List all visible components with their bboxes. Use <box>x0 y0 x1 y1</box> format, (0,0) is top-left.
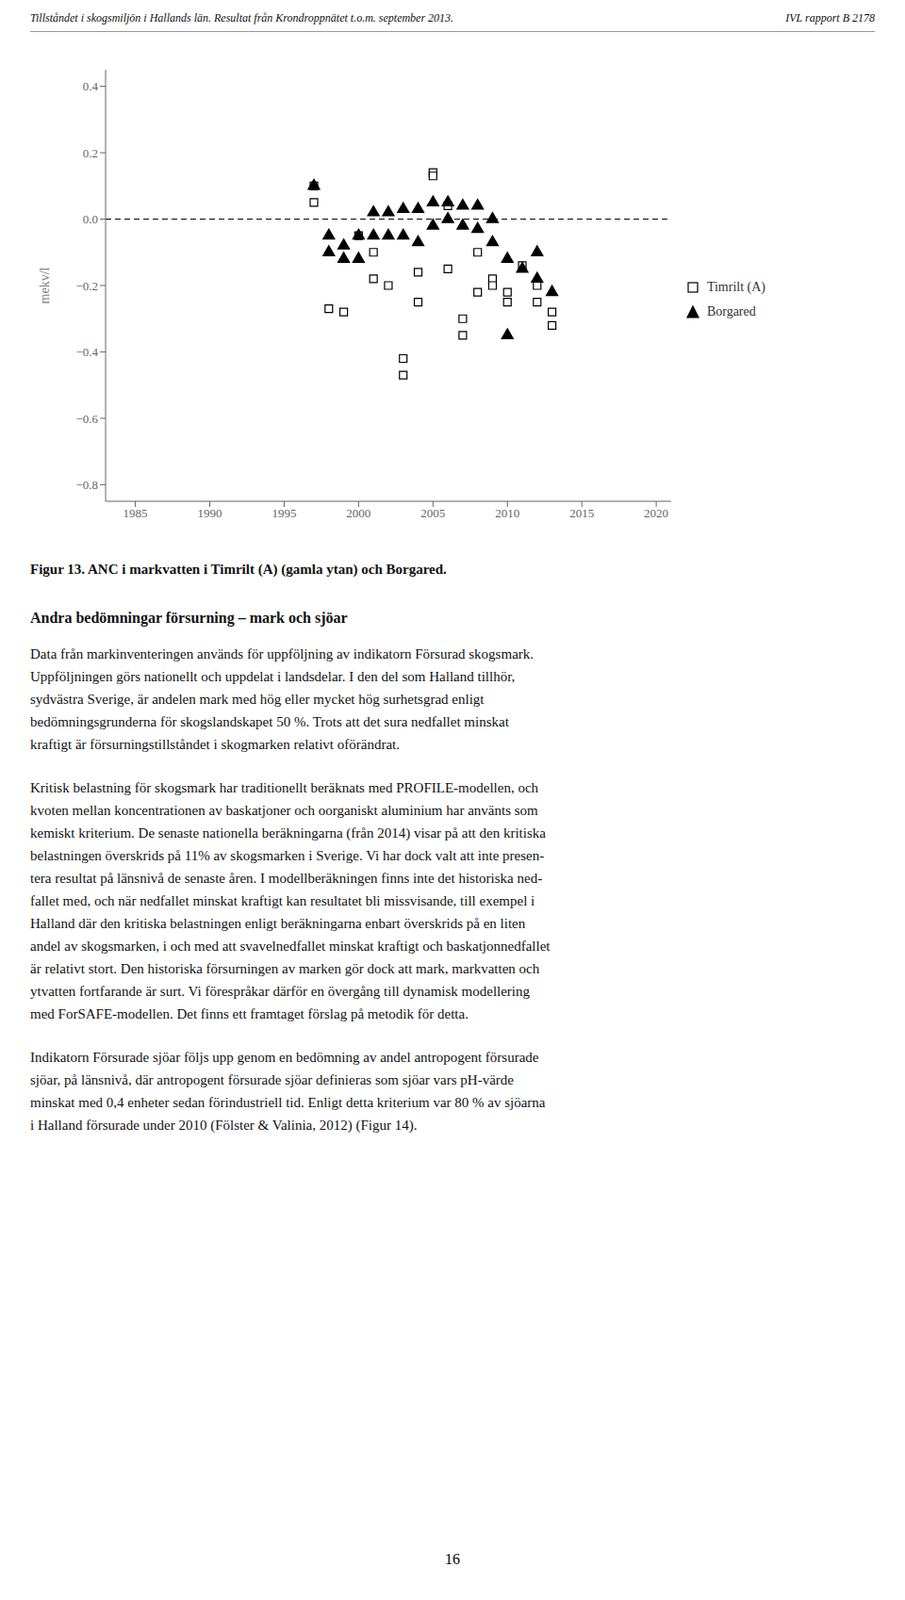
html-text:kvoten mellan koncentrationen: kvoten mellan koncentrationen av baskatj… <box>30 803 539 819</box>
html-text:Halland där den kritiska belas: Halland där den kritiska belastningen en… <box>30 916 526 932</box>
html-text:med ForSAFE-modellen. Det finn: med ForSAFE-modellen. Det finns ett fram… <box>30 1006 469 1022</box>
svg-text:1990: 1990 <box>197 506 223 521</box>
svg-text:0.4: 0.4 <box>82 79 99 94</box>
html-text:i Halland försurade under 2010: i Halland försurade under 2010 (Fölster … <box>30 1118 418 1134</box>
svg-text:−0.2: −0.2 <box>75 279 99 294</box>
html-text:andel av skogsmarken, i och me: andel av skogsmarken, i och med att svav… <box>30 938 551 955</box>
html-text:kemiskt kriterium. De senaste: kemiskt kriterium. De senaste nationella… <box>30 825 546 841</box>
html-text:Figur 13. ANC i markvatten i T: Figur 13. ANC i markvatten i Timrilt (A)… <box>30 561 447 577</box>
html-text:IVL rapport B 2178: IVL rapport B 2178 <box>785 11 875 25</box>
html-text:bedömningsgrunderna för skogsl: bedömningsgrunderna för skogslandskapet … <box>30 714 509 730</box>
svg-text:mekv/l: mekv/l <box>37 266 52 304</box>
html-text:Timrilt (A): Timrilt (A) <box>706 279 766 295</box>
svg-text:0.0: 0.0 <box>82 212 99 227</box>
svg-text:2010: 2010 <box>494 506 520 521</box>
svg-text:0.2: 0.2 <box>82 146 99 161</box>
html-text:Kritisk belastning för skogsma: Kritisk belastning för skogsmark har tra… <box>30 780 539 796</box>
svg-text:−0.6: −0.6 <box>75 411 99 427</box>
html-text:Indikatorn Försurade sjöar föl: Indikatorn Försurade sjöar följs upp gen… <box>30 1050 539 1066</box>
html-text:Uppföljningen görs nationellt: Uppföljningen görs nationellt och uppdel… <box>30 669 516 685</box>
html-text:tera resultat på länsnivå de s: tera resultat på länsnivå de senaste åre… <box>30 871 543 887</box>
svg-text:1985: 1985 <box>123 506 149 521</box>
html-text:Data från markinventeringen an: Data från markinventeringen används för … <box>30 646 534 662</box>
html-text:16: 16 <box>444 1551 461 1568</box>
html-text:sjöar, på länsnivå, där antrop: sjöar, på länsnivå, där antropogent förs… <box>30 1072 514 1088</box>
html-text:är relativt stort. Den histori: är relativt stort. Den historiska försur… <box>30 961 540 977</box>
svg-text:2000: 2000 <box>345 506 371 521</box>
svg-text:2020: 2020 <box>643 506 669 521</box>
svg-text:2005: 2005 <box>420 506 445 521</box>
html-text:fallet med, och när nedfallet: fallet med, och när nedfallet minskat kr… <box>30 893 535 909</box>
html-text:kraftigt är försurningstillstå: kraftigt är försurningstillståndet i sko… <box>30 737 400 753</box>
html-text:Andra bedömningar försurning –: Andra bedömningar försurning – mark och … <box>30 609 348 626</box>
svg-text:−0.8: −0.8 <box>75 477 99 493</box>
svg-text:−0.4: −0.4 <box>75 345 99 360</box>
html-text:ytvatten fortfarande är surt.: ytvatten fortfarande är surt. Vi förespr… <box>30 984 530 1000</box>
html-text:belastningen överskrids på 11%: belastningen överskrids på 11% av skogsm… <box>30 848 545 864</box>
svg-text:1995: 1995 <box>271 506 297 521</box>
html-text:minskat med 0,4 enheter sedan: minskat med 0,4 enheter sedan förindustr… <box>30 1095 546 1111</box>
html-text:Borgared: Borgared <box>706 304 756 319</box>
html-text:sydvästra Sverige, är andelen: sydvästra Sverige, är andelen mark med h… <box>30 691 485 708</box>
html-text:Tillståndet i skogsmiljön i Ha: Tillståndet i skogsmiljön i Hallands län… <box>30 11 454 25</box>
svg-text:2015: 2015 <box>569 506 594 521</box>
